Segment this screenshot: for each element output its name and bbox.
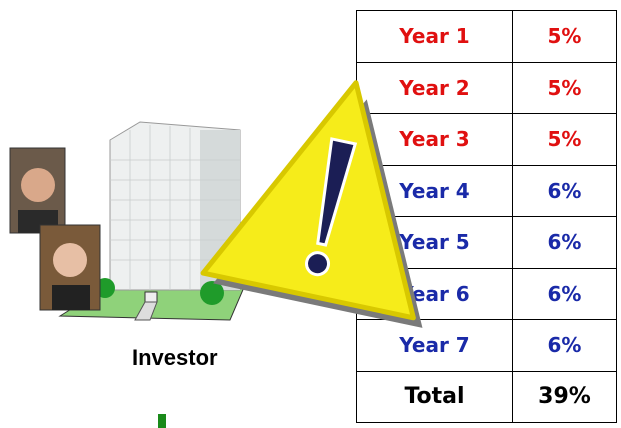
suit xyxy=(52,285,90,310)
page: {"label": "Investor", "table": {"rows": … xyxy=(0,0,621,428)
warning-sign xyxy=(201,60,469,328)
illustration xyxy=(0,0,621,428)
face xyxy=(53,243,87,277)
entrance xyxy=(145,292,157,302)
arrow-stub xyxy=(158,414,166,428)
face xyxy=(21,168,55,202)
